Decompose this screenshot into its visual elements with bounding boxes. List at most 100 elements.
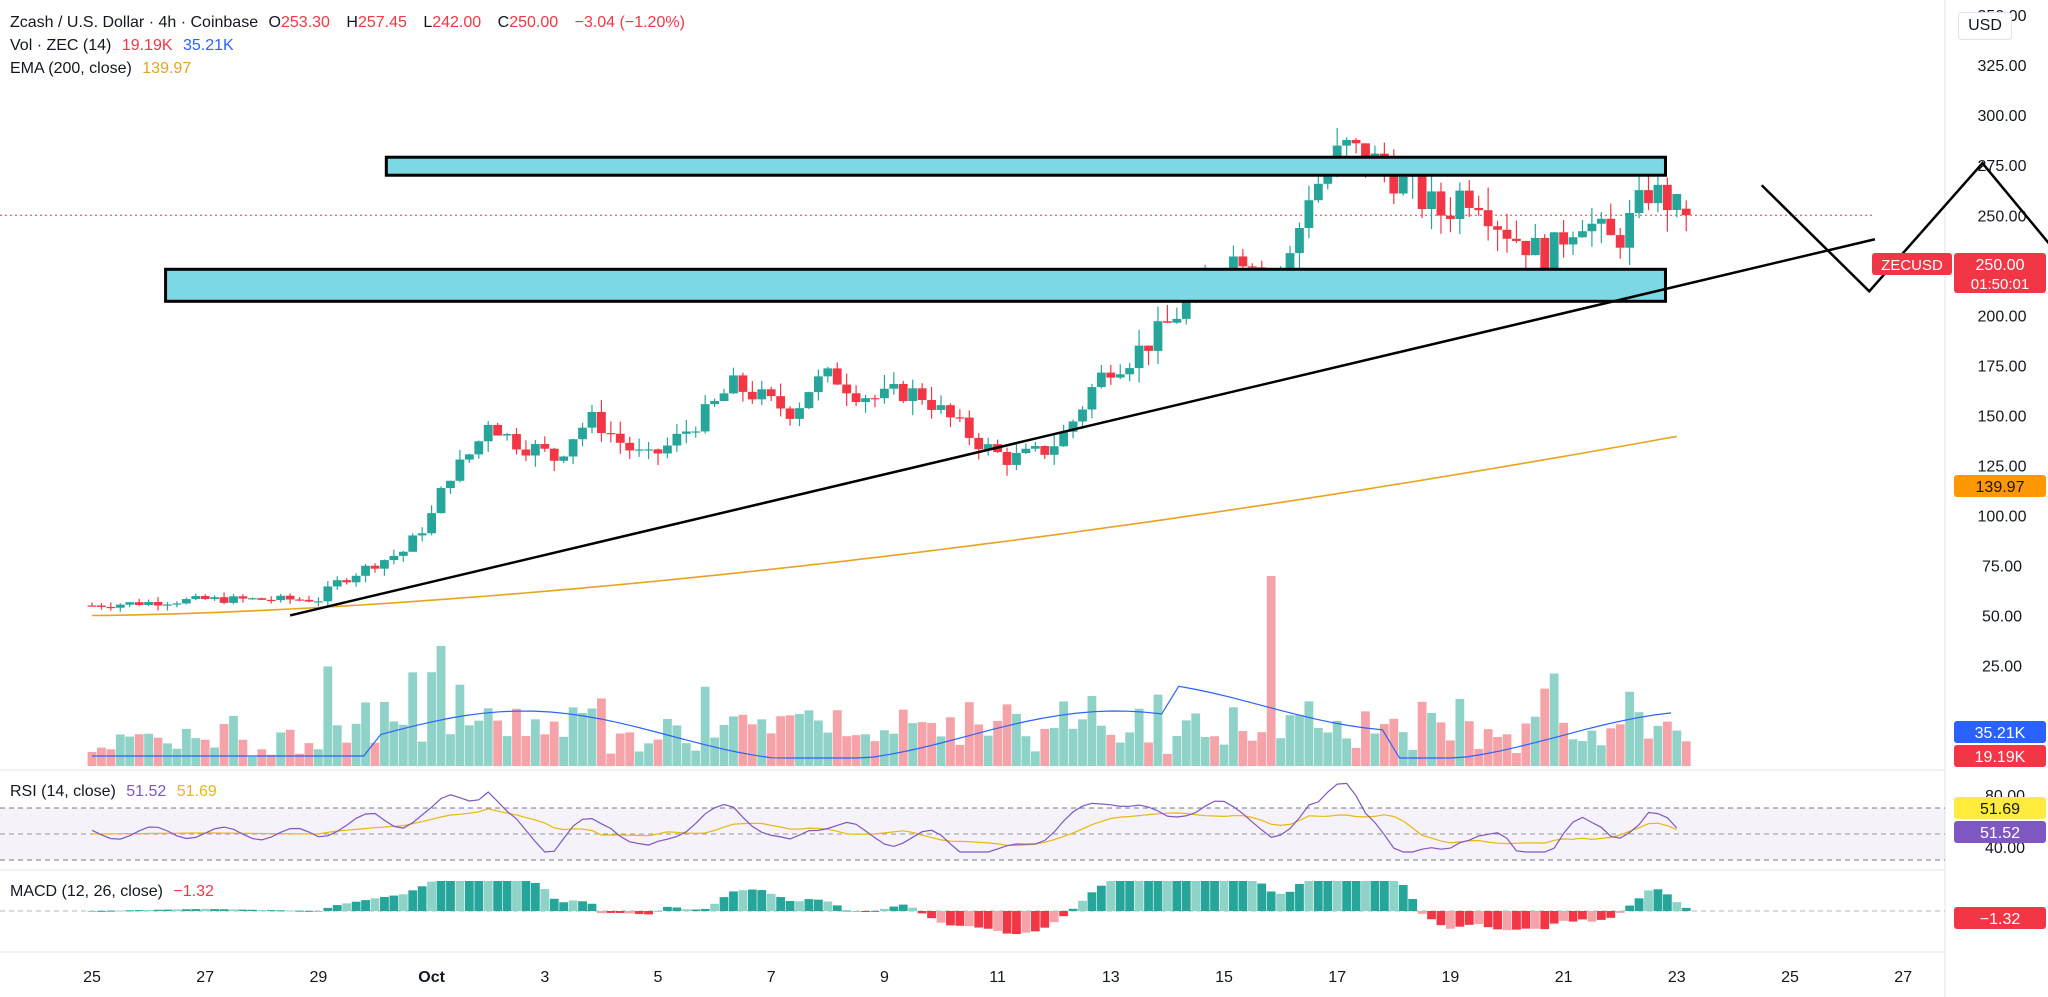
candle-body (1417, 175, 1427, 210)
macd-bar (389, 895, 399, 911)
candle-body (983, 444, 993, 450)
volume-bar (1559, 722, 1568, 766)
volume-bar (1295, 715, 1304, 766)
macd-bar (474, 881, 484, 911)
volume-bar (502, 736, 512, 766)
macd-bar (729, 891, 738, 911)
candle-body (1427, 191, 1436, 210)
volume-bar (663, 719, 672, 766)
candle-body (1087, 387, 1097, 410)
candle-body (1662, 184, 1672, 211)
candle-body (502, 434, 512, 436)
candle-body (700, 404, 710, 432)
rsi-legend: RSI (14, close) 51.52 51.69 (10, 781, 223, 803)
volume-bar (785, 715, 795, 766)
candle-body (342, 580, 352, 583)
volume-bar (1323, 732, 1333, 766)
volume-bar (1332, 720, 1342, 766)
macd-bar (1087, 892, 1097, 911)
price-axis-label: 200.00 (1978, 308, 2027, 325)
candle-body (219, 597, 229, 603)
volume-bar (1257, 732, 1267, 766)
volume-bar (1181, 720, 1191, 766)
candle-body (1153, 321, 1163, 351)
candle-body (672, 433, 682, 446)
candle-body (1040, 446, 1050, 455)
volume-bar (493, 720, 503, 766)
candle-body (1540, 237, 1550, 274)
macd-bar (172, 909, 182, 911)
macd-bar (304, 910, 314, 912)
candle-body (1247, 266, 1257, 268)
volume-bar (285, 729, 295, 766)
volume-bar (134, 734, 144, 766)
macd-bar (1540, 911, 1550, 930)
volume-bar (417, 741, 427, 766)
candle-body (615, 433, 625, 443)
macd-bar (115, 910, 125, 912)
volume-bar (1266, 576, 1276, 766)
volume-bar (1417, 701, 1427, 766)
macd-bar (1662, 894, 1672, 911)
candle-body (1596, 218, 1606, 224)
candle-body (483, 424, 493, 442)
volume-bar (1115, 742, 1125, 766)
volume-bar (1125, 732, 1135, 766)
volume-bar (87, 751, 97, 766)
candle-body (1653, 184, 1663, 204)
macd-bar (738, 890, 748, 911)
candle-body (106, 606, 116, 609)
macd-bar (1153, 881, 1163, 911)
macd-bar (1096, 885, 1106, 911)
candle-body (1512, 238, 1521, 241)
volume-bar (1596, 745, 1606, 766)
volume-bar (1634, 712, 1644, 766)
macd-bar (351, 901, 361, 911)
volume-ma-line (92, 685, 1672, 759)
candle-body (1559, 232, 1568, 245)
volume-bar (1021, 736, 1031, 766)
macd-bar (625, 911, 635, 914)
volume-bar (606, 753, 616, 766)
volume-bar (1030, 751, 1040, 766)
volume-bar (474, 720, 484, 766)
volume-bar (455, 684, 465, 766)
macd-bar (1266, 891, 1276, 911)
macd-bar (1295, 883, 1304, 911)
candle-body (1030, 446, 1040, 449)
macd-bar (238, 909, 248, 911)
candle-body (1464, 190, 1474, 208)
volume-bar (1002, 704, 1012, 766)
macd-bar (795, 901, 804, 911)
volume-bar (1540, 688, 1550, 766)
macd-bar (1229, 881, 1238, 911)
volume-bar (936, 736, 946, 766)
macd-bar (1596, 911, 1606, 920)
candle-body (710, 400, 719, 405)
volume-bar (1361, 711, 1370, 766)
volume-bar (512, 708, 521, 766)
volume-bar (889, 733, 899, 766)
volume-bar (1342, 738, 1352, 766)
macd-bar (1446, 911, 1455, 929)
volume-bar (1313, 727, 1323, 766)
macd-bar (1549, 911, 1559, 924)
candle-body (266, 599, 276, 602)
candle-body (408, 535, 418, 552)
currency-button[interactable]: USD (1958, 12, 2012, 40)
time-axis-label: Oct (418, 969, 445, 986)
volume-bar (880, 730, 889, 766)
time-axis-label: 29 (310, 969, 328, 986)
volume-bar (1096, 725, 1106, 766)
volume-legend: Vol · ZEC (14) 19.19K 35.21K (10, 35, 240, 57)
macd-bar (917, 911, 927, 914)
candle-body (1313, 183, 1323, 201)
volume-bar (719, 724, 729, 766)
macd-bar (908, 907, 918, 911)
macd-bar (719, 897, 729, 911)
macd-bar (285, 910, 295, 912)
candle-body (1446, 215, 1455, 219)
volume-bar (946, 717, 955, 766)
candle-body (512, 434, 521, 450)
